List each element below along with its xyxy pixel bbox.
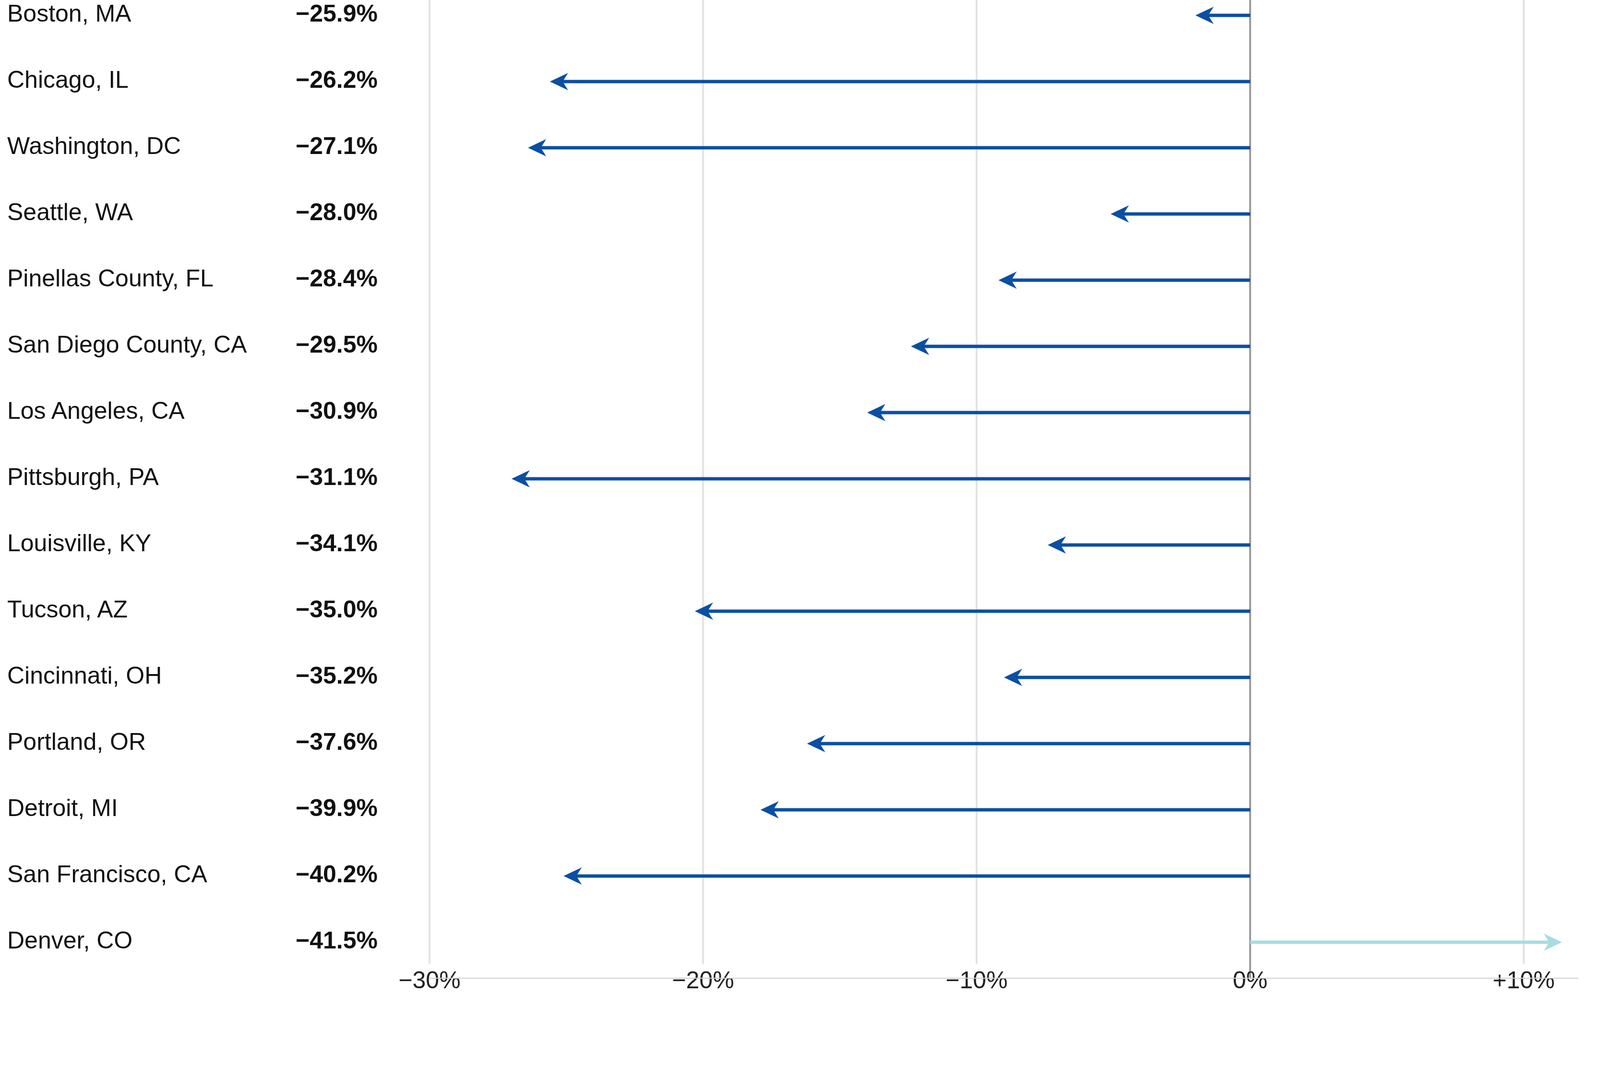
category-label: Los Angeles, CA bbox=[7, 397, 185, 425]
value-label: −28.0% bbox=[295, 198, 378, 226]
value-label: −39.9% bbox=[295, 794, 378, 822]
category-label: San Francisco, CA bbox=[7, 860, 208, 888]
arrow bbox=[1003, 668, 1251, 687]
category-label: Denver, CO bbox=[7, 927, 133, 955]
category-label: San Diego County, CA bbox=[7, 331, 248, 359]
category-label: Louisville, KY bbox=[7, 529, 152, 557]
arrow bbox=[563, 867, 1251, 885]
arrow-head bbox=[694, 602, 714, 621]
arrow bbox=[527, 139, 1251, 157]
arrow bbox=[867, 404, 1251, 422]
arrow-shaft bbox=[538, 146, 1251, 150]
category-label: Seattle, WA bbox=[7, 198, 134, 226]
value-label: −29.5% bbox=[295, 331, 378, 359]
arrow-shaft bbox=[1206, 13, 1251, 18]
arrow bbox=[511, 470, 1251, 488]
category-label: Tucson, AZ bbox=[7, 596, 128, 623]
arrow-head bbox=[1110, 205, 1129, 223]
arrow-shaft bbox=[878, 411, 1251, 415]
arrow-shaft bbox=[1250, 941, 1552, 945]
value-label: −34.1% bbox=[295, 529, 378, 557]
arrow-head bbox=[563, 867, 582, 885]
tick-label: +10% bbox=[1492, 967, 1555, 994]
arrow-shaft bbox=[1058, 543, 1251, 548]
row-labels: Boston, MA −25.9% Chicago, IL −26.2% Washing… bbox=[7, 0, 378, 955]
arrow-shaft bbox=[771, 808, 1251, 812]
arrow-shaft bbox=[574, 874, 1251, 879]
grid-line bbox=[428, 0, 431, 965]
tick-label: −10% bbox=[945, 967, 1008, 994]
value-label: −37.6% bbox=[295, 728, 378, 756]
arrow bbox=[1110, 205, 1251, 223]
arrow bbox=[998, 271, 1251, 289]
value-label: −27.1% bbox=[295, 132, 378, 160]
arrow bbox=[760, 801, 1251, 819]
tick-label: 0% bbox=[1232, 967, 1268, 994]
arrow bbox=[694, 602, 1251, 621]
arrow-shaft bbox=[705, 609, 1251, 614]
arrow-head bbox=[527, 139, 547, 157]
grid-line bbox=[975, 0, 978, 965]
tick-label: −20% bbox=[671, 967, 734, 994]
arrow-head bbox=[807, 735, 826, 753]
arrow-head bbox=[998, 271, 1017, 289]
arrow-shaft bbox=[817, 742, 1251, 746]
value-label: −31.1% bbox=[295, 463, 378, 491]
category-label: Detroit, MI bbox=[7, 794, 119, 822]
arrow-shaft bbox=[921, 345, 1251, 349]
value-label: −30.9% bbox=[295, 397, 378, 425]
arrows bbox=[511, 6, 1563, 952]
arrow-shaft bbox=[522, 477, 1251, 481]
arrow-head bbox=[1047, 536, 1066, 554]
value-label: −25.9% bbox=[295, 0, 378, 27]
category-label: Cincinnati, OH bbox=[7, 662, 162, 690]
arrow-shaft bbox=[1014, 676, 1251, 680]
arrow-head bbox=[867, 404, 886, 422]
axis-line bbox=[429, 978, 1579, 980]
value-label: −26.2% bbox=[295, 66, 378, 94]
tick-label: −30% bbox=[398, 967, 461, 994]
value-label: −35.0% bbox=[295, 596, 378, 623]
category-label: Portland, OR bbox=[7, 728, 146, 756]
arrow-shaft bbox=[1009, 278, 1251, 283]
arrow bbox=[807, 735, 1251, 753]
category-label: Boston, MA bbox=[7, 0, 132, 27]
arrow bbox=[1250, 933, 1563, 952]
arrow-head bbox=[1543, 933, 1563, 952]
arrow-head bbox=[1003, 668, 1023, 687]
grid-line bbox=[702, 0, 705, 965]
arrow bbox=[549, 72, 1251, 91]
arrow bbox=[1195, 6, 1251, 24]
category-label: Pinellas County, FL bbox=[7, 264, 214, 292]
arrow-head bbox=[1195, 6, 1214, 24]
grid: −30% −20% −10% 0% +10% bbox=[398, 0, 1555, 994]
chart: −30% −20% −10% 0% +10% Boston, MA −25.9% Chicag… bbox=[0, 0, 1600, 1066]
arrow-head bbox=[760, 801, 779, 819]
value-label: −40.2% bbox=[295, 860, 378, 888]
category-label: Washington, DC bbox=[7, 132, 181, 160]
arrow-head bbox=[511, 470, 530, 488]
arrow-shaft bbox=[561, 80, 1251, 84]
value-label: −41.5% bbox=[295, 927, 378, 955]
grid-line bbox=[1522, 0, 1525, 965]
category-label: Pittsburgh, PA bbox=[7, 463, 160, 491]
arrow bbox=[1047, 536, 1251, 554]
category-label: Chicago, IL bbox=[7, 66, 129, 94]
arrow-shaft bbox=[1121, 212, 1251, 216]
arrow-head bbox=[549, 72, 569, 91]
arrow bbox=[910, 337, 1251, 356]
arrow-head bbox=[910, 337, 930, 356]
value-label: −28.4% bbox=[295, 264, 378, 292]
value-label: −35.2% bbox=[295, 662, 378, 690]
